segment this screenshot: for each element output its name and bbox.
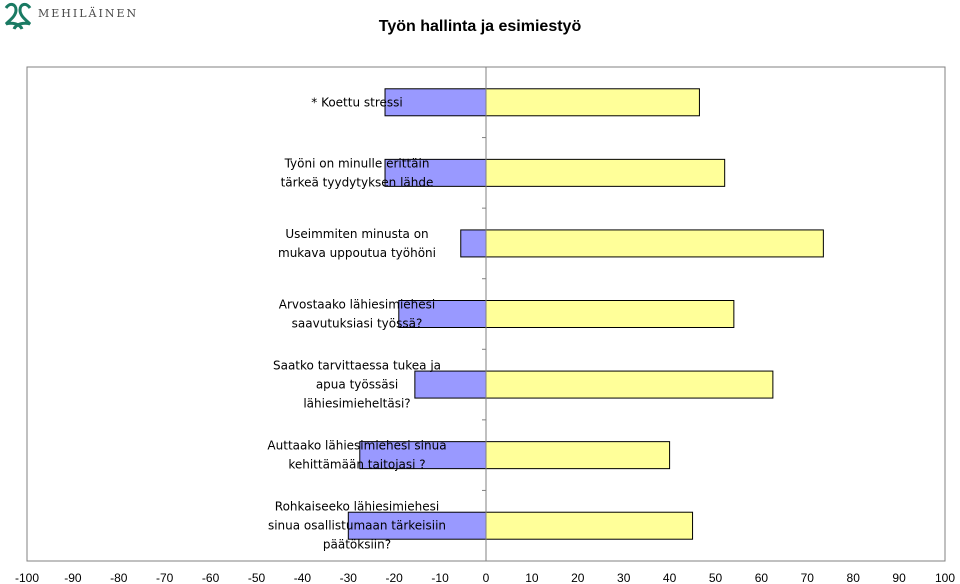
- x-tick-label: -50: [248, 571, 266, 584]
- category-label-line: päätöksiin?: [323, 538, 391, 552]
- x-tick-label: 100: [935, 571, 955, 584]
- x-tick-label: -10: [431, 571, 449, 584]
- category-label-line: kehittämään taitojasi ?: [288, 458, 425, 472]
- category-label-line: tärkeä tyydytyksen lähde: [281, 175, 434, 189]
- category-label: * Koettu stressi: [311, 95, 403, 109]
- mehilainen-logo-icon: [4, 2, 32, 30]
- x-tick-label: -60: [202, 571, 220, 584]
- category-label: Rohkaiseeko lähiesimiehesi sinua osallist…: [268, 500, 446, 552]
- bar-positive: [485, 158, 726, 187]
- category-label-line: Rohkaiseeko lähiesimiehesi: [275, 500, 439, 514]
- x-tick-label: -40: [294, 571, 312, 584]
- bar-negative: [460, 229, 487, 258]
- bar-negative: [414, 370, 487, 399]
- category-label: Arvostaako lähiesimiehesi saavutuksiasi t…: [279, 298, 436, 331]
- x-tick-label: 70: [801, 571, 815, 584]
- x-tick-label: 20: [571, 571, 585, 584]
- category-label-line: apua työssäsi: [316, 378, 398, 392]
- bar-positive: [485, 441, 671, 470]
- category-label-line: saavutuksiasi työssä?: [292, 317, 423, 331]
- chart-title: Työn hallinta ja esimiestyö: [378, 18, 582, 35]
- bar-positive: [485, 370, 774, 399]
- logo: MEHILÄINEN: [0, 0, 136, 32]
- category-label-line: Auttaako lähiesimiehesi sinua: [267, 439, 446, 453]
- bar-negative: [359, 441, 487, 470]
- category-label-line: Saatko tarvittaessa tukea ja: [273, 359, 441, 373]
- x-tick-label: 10: [525, 571, 539, 584]
- category-label: Työni on minulle erittäin tärkeä tyydytyk…: [281, 156, 434, 189]
- category-label-line: Arvostaako lähiesimiehesi: [279, 298, 436, 312]
- x-tick-label: 90: [892, 571, 906, 584]
- category-label-line: sinua osallistumaan tärkeisiin: [268, 519, 446, 533]
- bar-positive: [485, 88, 700, 117]
- x-tick-label: -70: [156, 571, 174, 584]
- category-label-line: * Koettu stressi: [311, 95, 403, 109]
- x-tick-label: 50: [709, 571, 723, 584]
- bar-positive: [485, 511, 694, 540]
- x-tick-label: 0: [483, 571, 490, 584]
- category-label: Saatko tarvittaessa tukea ja apua työssäs…: [273, 359, 441, 411]
- x-tick-label: -90: [64, 571, 82, 584]
- x-tick-label: 60: [755, 571, 769, 584]
- x-tick-label: 80: [847, 571, 861, 584]
- x-tick-label: -30: [340, 571, 358, 584]
- bar-positive: [485, 229, 824, 258]
- x-tick-label: 40: [663, 571, 677, 584]
- x-tick-label: -80: [110, 571, 128, 584]
- logo-text: MEHILÄINEN: [38, 7, 139, 20]
- x-tick-label: -100: [15, 571, 39, 584]
- category-label-line: Työni on minulle erittäin: [284, 156, 430, 170]
- category-label-line: Useimmiten minusta on: [285, 227, 428, 241]
- bar-positive: [485, 300, 735, 328]
- category-label-line: lähiesimieheltäsi?: [303, 397, 410, 411]
- x-tick-label: -20: [386, 571, 404, 584]
- x-tick-label: 30: [617, 571, 631, 584]
- category-label: Auttaako lähiesimiehesi sinua kehittämään…: [267, 439, 446, 472]
- category-label-line: mukava uppoutua työhöni: [278, 246, 436, 260]
- bar-negative: [384, 88, 487, 117]
- category-label: Useimmiten minusta on mukava uppoutua työ…: [278, 227, 436, 260]
